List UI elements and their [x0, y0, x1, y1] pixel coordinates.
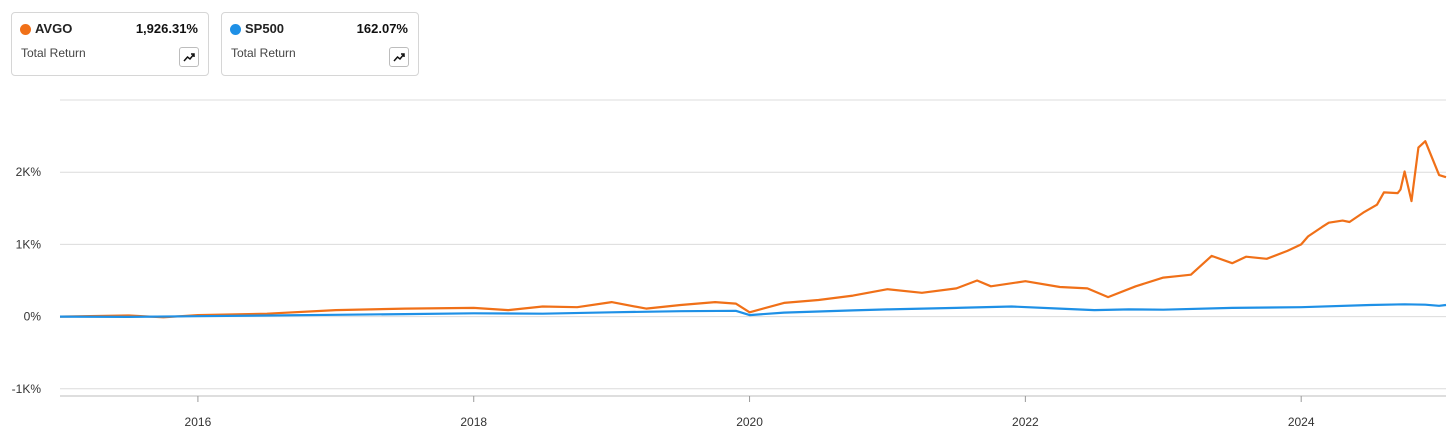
- legend-return-value: 162.07%: [356, 21, 408, 36]
- grid-lines: [60, 99, 1446, 390]
- y-axis-ticks: -1K% 0% 1K% 2K%: [12, 165, 42, 396]
- trend-up-icon[interactable]: [389, 47, 409, 67]
- trend-up-icon[interactable]: [179, 47, 199, 67]
- legend-ticker: AVGO: [35, 21, 73, 36]
- y-tick-label: 2K%: [16, 165, 42, 179]
- sp500-color-dot: [230, 24, 241, 35]
- legend-return-value: 1,926.31%: [135, 21, 198, 36]
- y-tick-label: 0%: [24, 310, 42, 324]
- avgo-color-dot: [20, 24, 31, 35]
- x-tick-label: 2022: [1012, 415, 1039, 429]
- series-line-avgo: [59, 140, 1447, 319]
- x-tick-label: 2016: [185, 415, 212, 429]
- legend-ticker: SP500: [245, 21, 285, 36]
- y-tick-label: 1K%: [16, 237, 42, 251]
- x-tick-label: 2020: [736, 415, 763, 429]
- legend-subtitle: Total Return: [21, 46, 86, 60]
- x-tick-label: 2018: [460, 415, 487, 429]
- series-line-sp500: [59, 303, 1447, 318]
- legend-card-avgo[interactable]: AVGO 1,926.31% Total Return: [11, 12, 209, 76]
- y-tick-label: -1K%: [12, 382, 42, 396]
- legend-card-sp500[interactable]: SP500 162.07% Total Return: [221, 12, 419, 76]
- x-axis: 2016 2018 2020 2022 2024: [60, 395, 1446, 429]
- x-tick-label: 2024: [1288, 415, 1315, 429]
- series-lines: [59, 140, 1447, 319]
- legend-subtitle: Total Return: [231, 46, 296, 60]
